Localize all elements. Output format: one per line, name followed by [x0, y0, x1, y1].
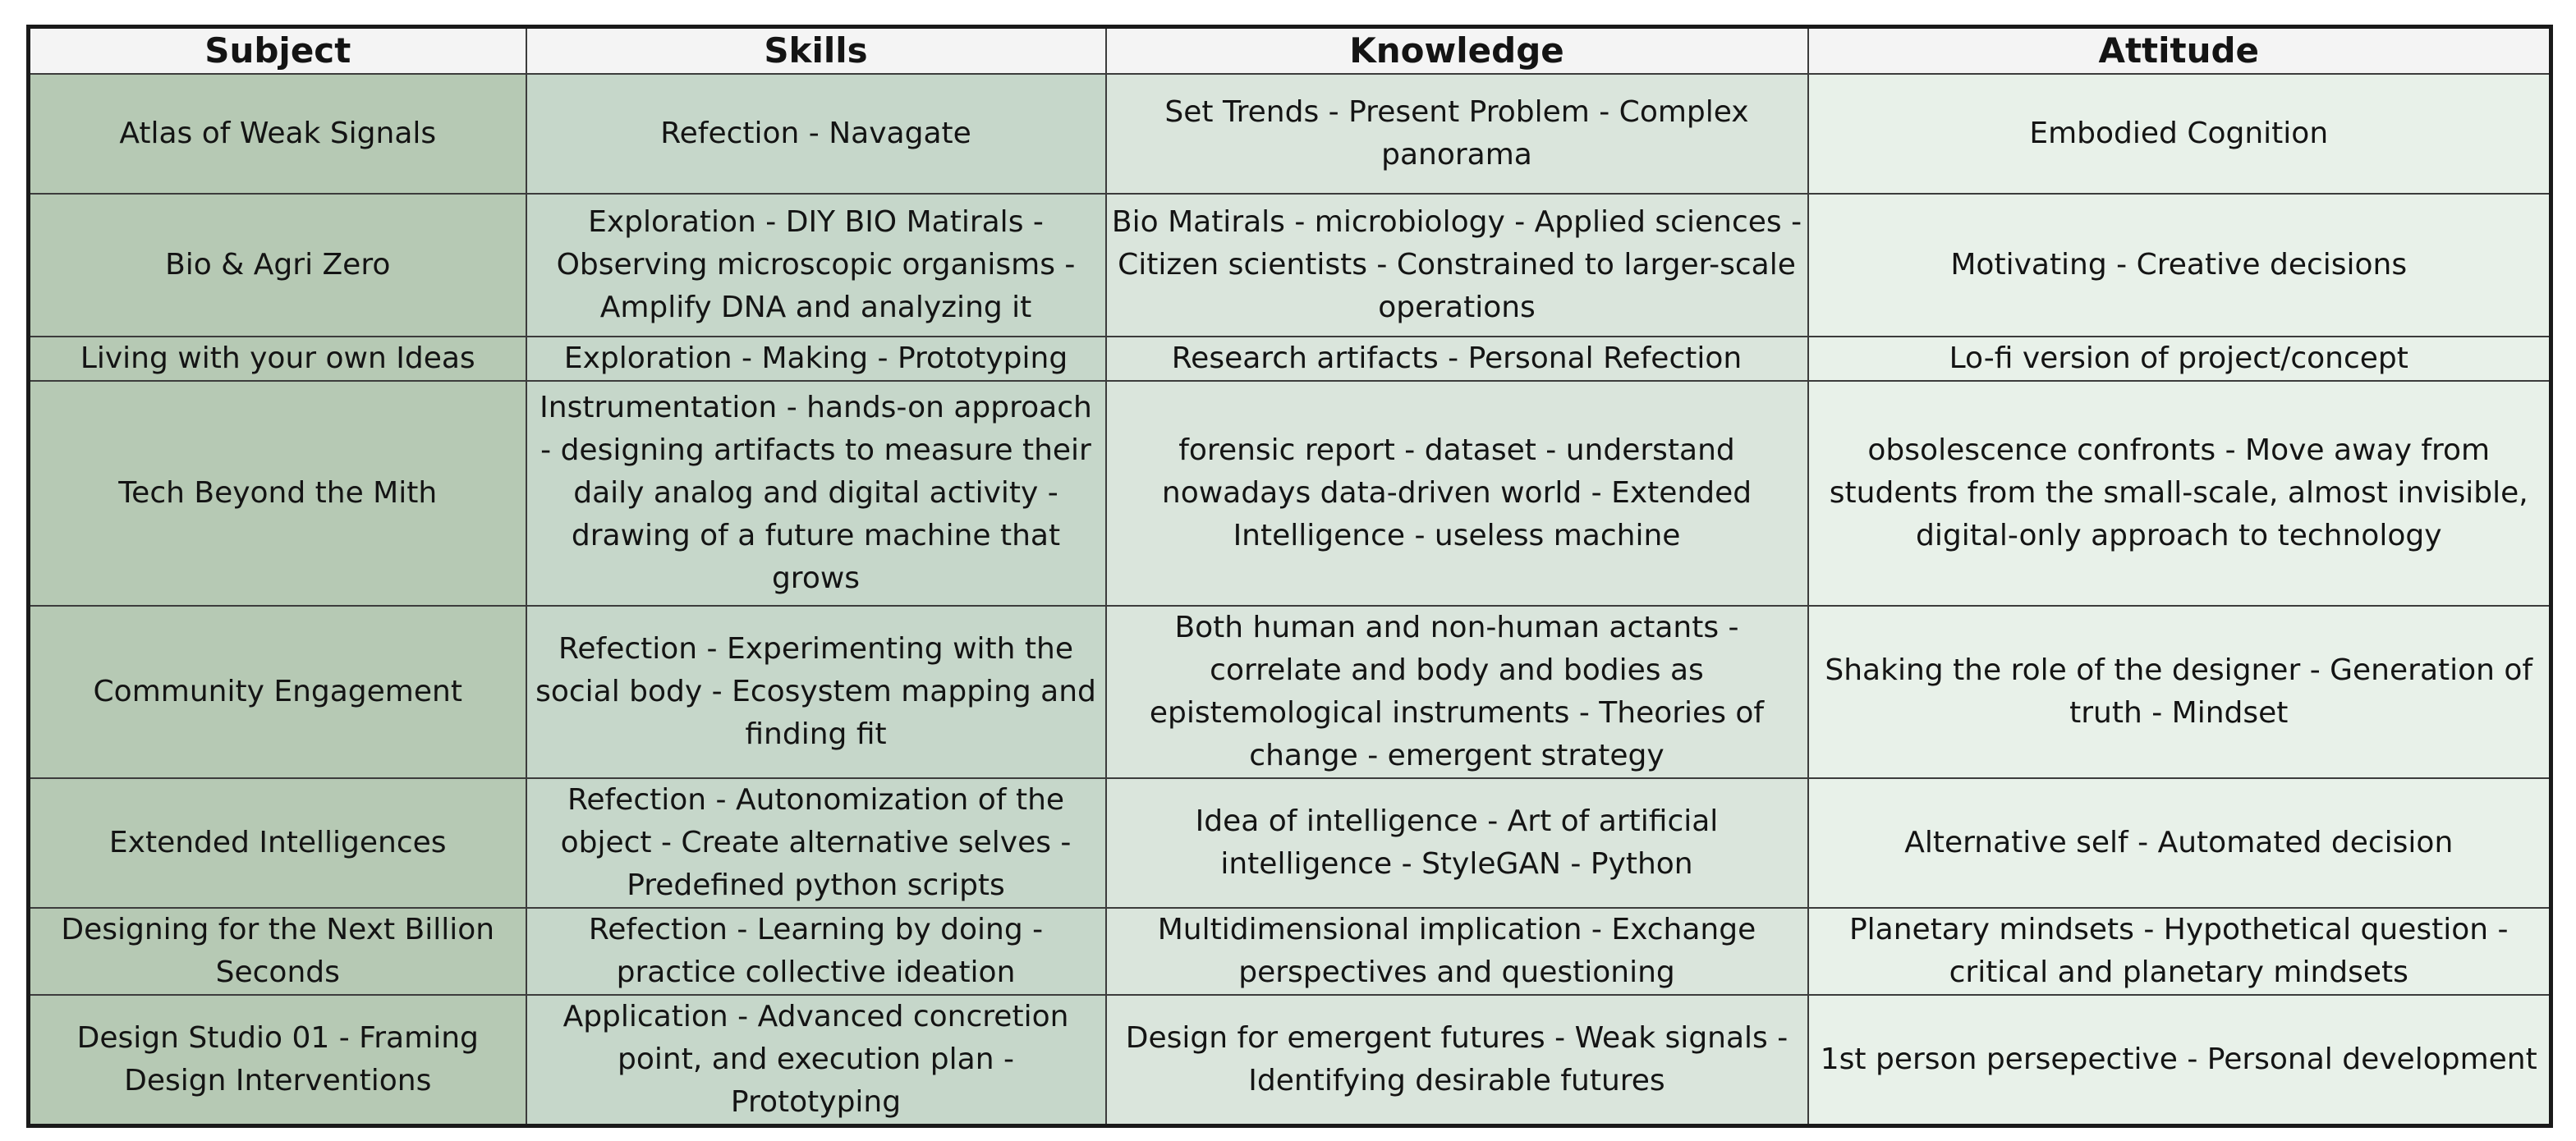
cell-knowledge: Set Trends - Present Problem - Complex p… — [1104, 73, 1809, 195]
cell-skills: Application - Advanced concretion point,… — [525, 994, 1107, 1127]
cell-subject: Bio & Agri Zero — [27, 193, 527, 337]
cell-subject: Atlas of Weak Signals — [27, 73, 527, 195]
cell-knowledge: Design for emergent futures - Weak signa… — [1104, 994, 1809, 1127]
cell-subject: Community Engagement — [27, 605, 527, 779]
cell-skills: Refection - Experimenting with the socia… — [525, 605, 1107, 779]
cell-attitude: Lo-fi version of project/concept — [1807, 336, 2552, 382]
cell-subject: Design Studio 01 - Framing Design Interv… — [27, 994, 527, 1127]
cell-knowledge: Idea of intelligence - Art of artificial… — [1104, 777, 1809, 909]
cell-knowledge: Multidimensional implication - Exchange … — [1104, 907, 1809, 996]
cell-knowledge: Both human and non-human actants - corre… — [1104, 605, 1809, 779]
cell-subject: Tech Beyond the Mith — [27, 380, 527, 607]
table-row: Living with your own Ideas Exploration -… — [27, 336, 2552, 382]
header-skills: Skills — [525, 25, 1107, 75]
cell-attitude: Shaking the role of the designer - Gener… — [1807, 605, 2552, 779]
cell-attitude: Embodied Cognition — [1807, 73, 2552, 195]
table-row: Tech Beyond the Mith Instrumentation - h… — [27, 380, 2552, 607]
cell-knowledge: forensic report - dataset - understand n… — [1104, 380, 1809, 607]
competencies-table: Subject Skills Knowledge Attitude Atlas … — [26, 25, 2553, 1128]
cell-attitude: obsolescence confronts - Move away from … — [1807, 380, 2552, 607]
table-row: Atlas of Weak Signals Refection - Navaga… — [27, 73, 2552, 195]
cell-attitude: 1st person persepective - Personal devel… — [1807, 994, 2552, 1127]
cell-knowledge: Research artifacts - Personal Refection — [1104, 336, 1809, 382]
header-row: Subject Skills Knowledge Attitude — [27, 25, 2552, 75]
cell-skills: Exploration - Making - Prototyping — [525, 336, 1107, 382]
header-attitude: Attitude — [1807, 25, 2552, 75]
cell-attitude: Motivating - Creative decisions — [1807, 193, 2552, 337]
cell-skills: Refection - Autonomization of the object… — [525, 777, 1107, 909]
cell-subject: Designing for the Next Billion Seconds — [27, 907, 527, 996]
cell-subject: Living with your own Ideas — [27, 336, 527, 382]
cell-skills: Instrumentation - hands-on approach - de… — [525, 380, 1107, 607]
table-row: Bio & Agri Zero Exploration - DIY BIO Ma… — [27, 193, 2552, 337]
cell-subject: Extended Intelligences — [27, 777, 527, 909]
table-row: Community Engagement Refection - Experim… — [27, 605, 2552, 779]
cell-skills: Refection - Navagate — [525, 73, 1107, 195]
cell-skills: Exploration - DIY BIO Matirals - Observi… — [525, 193, 1107, 337]
header-knowledge: Knowledge — [1104, 25, 1809, 75]
table-row: Design Studio 01 - Framing Design Interv… — [27, 994, 2552, 1127]
cell-knowledge: Bio Matirals - microbiology - Applied sc… — [1104, 193, 1809, 337]
cell-skills: Refection - Learning by doing - practice… — [525, 907, 1107, 996]
cell-attitude: Alternative self - Automated decision — [1807, 777, 2552, 909]
cell-attitude: Planetary mindsets - Hypothetical questi… — [1807, 907, 2552, 996]
header-subject: Subject — [27, 25, 527, 75]
table-row: Designing for the Next Billion Seconds R… — [27, 907, 2552, 996]
table-row: Extended Intelligences Refection - Auton… — [27, 777, 2552, 909]
